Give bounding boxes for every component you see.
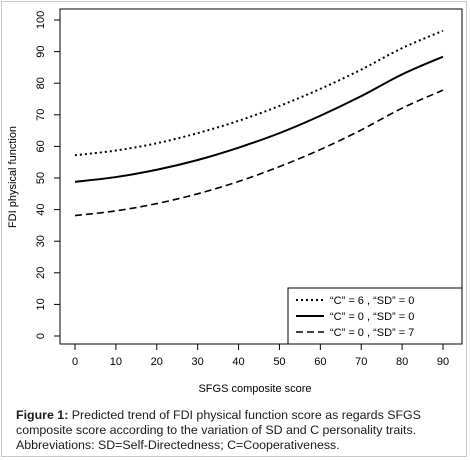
series-layer [74,29,444,217]
x-tick-label: 10 [110,356,122,368]
y-tick-label: 60 [35,140,47,152]
y-tick-label: 20 [35,267,47,279]
legend: “C” = 6 , “SD” = 0 “C” = 0 , “SD” = 0 “C” … [287,287,463,345]
figure-label: Figure 1: [16,408,69,422]
caption-text: Predicted trend of FDI physical function… [16,408,421,452]
y-tick-label: 80 [35,77,47,89]
legend-label: “C” = 6 , “SD” = 0 [330,295,414,307]
line-chart: 0 10 20 30 40 50 60 70 80 90 100 0 10 20 30 40 50 60 70 80… [7,8,463,395]
series-line-1 [74,29,444,157]
y-axis-label: FDI physical function [7,126,19,228]
y-tick-label: 100 [35,11,47,29]
series-line-2 [74,55,444,183]
x-tick-label: 60 [314,356,326,368]
figure-caption: Figure 1: Predicted trend of FDI physica… [16,408,462,453]
x-axis-label: SFGS composite score [198,383,311,395]
y-tick-label: 30 [35,235,47,247]
y-axis: 0 10 20 30 40 50 60 70 80 90 100 [35,11,61,339]
y-tick-label: 10 [35,298,47,310]
y-tick-label: 70 [35,109,47,121]
x-tick-label: 40 [232,356,244,368]
y-tick-label: 90 [35,45,47,57]
x-tick-label: 80 [396,356,408,368]
x-tick-label: 20 [151,356,163,368]
y-tick-label: 50 [35,172,47,184]
y-tick-label: 0 [35,333,47,339]
series-line-3 [74,89,444,217]
legend-label: “C” = 0 , “SD” = 0 [330,311,414,323]
legend-label: “C” = 0 , “SD” = 7 [330,327,414,339]
x-tick-label: 70 [355,356,367,368]
x-tick-label: 0 [72,356,78,368]
x-axis: 0 10 20 30 40 50 60 70 80 90 [72,343,449,368]
x-tick-label: 30 [192,356,204,368]
x-tick-label: 90 [437,356,449,368]
x-tick-label: 50 [273,356,285,368]
y-tick-label: 40 [35,203,47,215]
